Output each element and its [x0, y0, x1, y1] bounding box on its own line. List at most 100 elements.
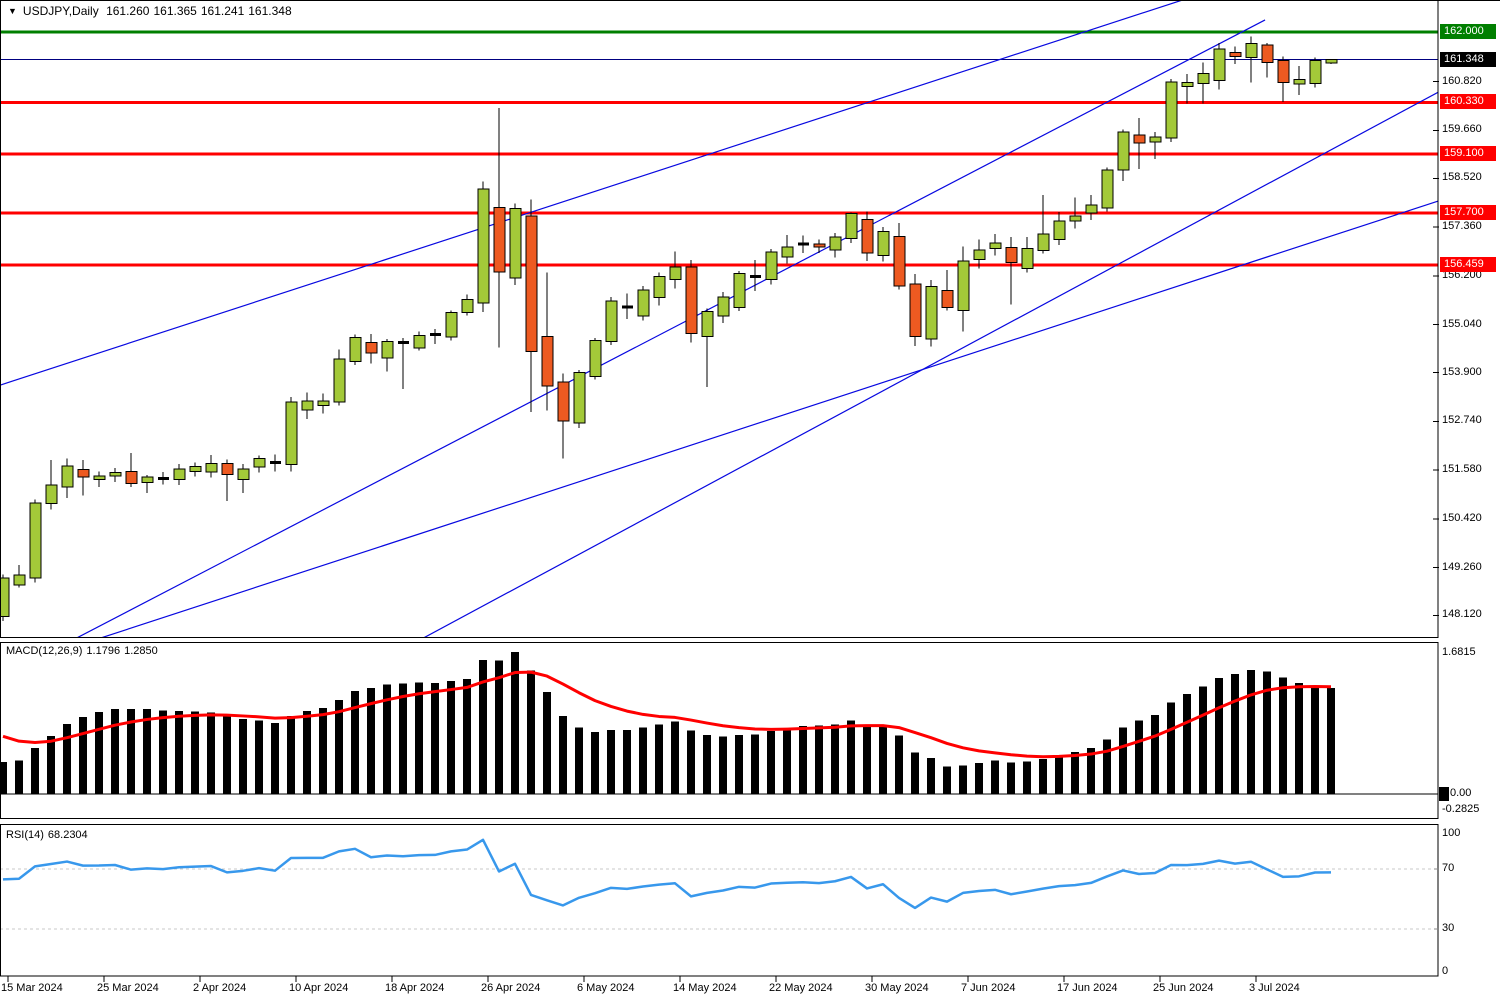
bull-candle-body — [829, 236, 842, 251]
macd-bar — [1247, 670, 1255, 795]
bull-candle-body — [333, 358, 346, 403]
macd-bar — [287, 715, 295, 795]
macd-bar — [63, 723, 71, 795]
macd-bar — [271, 722, 279, 795]
bull-candle-body — [1309, 59, 1322, 84]
bull-candle-body — [1213, 48, 1226, 81]
bull-candle-body — [1069, 215, 1082, 222]
date-label: 7 Jun 2024 — [961, 982, 1016, 994]
macd-bar — [1151, 715, 1159, 795]
macd-bar — [815, 725, 823, 795]
bull-candle-body — [1101, 169, 1114, 209]
macd-bar — [111, 708, 119, 795]
bear-candle-body — [861, 219, 874, 254]
bear-candle-body — [909, 283, 922, 337]
bull-candle-body — [973, 249, 986, 260]
bull-candle-body — [1053, 220, 1066, 241]
bull-candle-body — [141, 476, 154, 484]
bull-candle-body — [189, 465, 202, 473]
macd-bar — [1231, 674, 1239, 795]
title-high: 161.365 — [153, 4, 197, 18]
date-label: 14 May 2024 — [673, 982, 737, 994]
bull-candle-body — [477, 188, 490, 304]
macd-bar — [1023, 761, 1031, 795]
macd-bar — [1039, 759, 1047, 795]
price-marker-badge: 156.459 — [1440, 256, 1496, 272]
title-open: 161.260 — [106, 4, 150, 18]
bull-candle-body — [781, 246, 794, 258]
macd-bar — [479, 660, 487, 795]
price-marker-badge: 160.330 — [1440, 94, 1496, 110]
macd-bar — [255, 720, 263, 795]
bull-candle-body — [93, 475, 106, 481]
price-tick-label: 149.260 — [1442, 560, 1482, 573]
macd-bar — [303, 710, 311, 795]
macd-bar — [527, 670, 535, 795]
bull-candle-body — [989, 242, 1002, 250]
date-label: 26 Apr 2024 — [481, 982, 541, 994]
bear-candle-body — [893, 235, 906, 287]
bull-candle-body — [925, 285, 938, 340]
date-label: 3 Jul 2024 — [1249, 982, 1300, 994]
macd-bar — [1135, 720, 1143, 795]
bull-candle-body — [877, 230, 890, 257]
macd-bar — [767, 730, 775, 795]
macd-bar — [1071, 751, 1079, 795]
macd-bar — [831, 724, 839, 795]
macd-bar — [1103, 739, 1111, 795]
bull-candle-body — [445, 311, 458, 338]
macd-bar — [143, 709, 151, 795]
bull-candle-body — [717, 296, 730, 317]
date-label: 25 Jun 2024 — [1153, 982, 1214, 994]
bull-candle-body — [285, 401, 298, 466]
symbol-collapse-icon[interactable]: ▼ — [8, 6, 17, 16]
price-tick-label: 155.040 — [1442, 317, 1482, 330]
date-label: 2 Apr 2024 — [193, 982, 247, 994]
price-tick-label: 158.520 — [1442, 171, 1482, 184]
bull-candle-body — [61, 465, 74, 488]
macd-bar — [991, 760, 999, 795]
macd-bar — [607, 729, 615, 795]
rsi-name: RSI(14) — [6, 829, 44, 841]
macd-bar — [1311, 685, 1319, 795]
bull-candle-body — [1325, 59, 1338, 64]
rsi-label: RSI(14) 68.2304 — [6, 829, 92, 841]
bear-candle-body — [221, 462, 234, 476]
pane-border — [0, 824, 1439, 977]
macd-main-value: 1.1796 — [86, 645, 121, 657]
macd-bar — [863, 724, 871, 795]
price-tick-label: 151.580 — [1442, 463, 1482, 476]
price-tick-label: 160.820 — [1442, 74, 1482, 87]
macd-bar — [415, 682, 423, 795]
macd-bar — [79, 716, 87, 795]
bull-candle-body — [701, 311, 714, 337]
symbol-label: USDJPY,Daily — [22, 4, 99, 18]
macd-bar — [1295, 682, 1303, 795]
macd-bar — [383, 684, 391, 795]
title-low: 161.241 — [200, 4, 245, 18]
bull-candle-body — [13, 574, 26, 586]
macd-bar — [719, 736, 727, 795]
bull-candle-body — [1117, 131, 1130, 171]
date-label: 22 May 2024 — [769, 982, 833, 994]
rsi-value: 68.2304 — [47, 829, 88, 841]
macd-bar — [783, 727, 791, 795]
macd-bar — [31, 748, 39, 795]
price-tick-label: 148.120 — [1442, 608, 1482, 621]
price-marker-badge: 162.000 — [1440, 24, 1496, 40]
macd-bar — [431, 683, 439, 795]
bull-candle-body — [301, 400, 314, 411]
bull-candle-body — [1149, 136, 1162, 143]
rsi-level-lines — [0, 868, 1438, 930]
bull-candle-body — [253, 457, 266, 468]
pane-border — [0, 642, 1439, 819]
bull-candle-body — [669, 266, 682, 281]
date-label: 30 May 2024 — [865, 982, 929, 994]
macd-bar — [879, 725, 887, 795]
bull-candle-body — [109, 472, 122, 477]
macd-bar — [399, 683, 407, 795]
macd-bar — [351, 691, 359, 795]
macd-bar — [655, 724, 663, 795]
trend-lines — [1, 1, 1438, 637]
